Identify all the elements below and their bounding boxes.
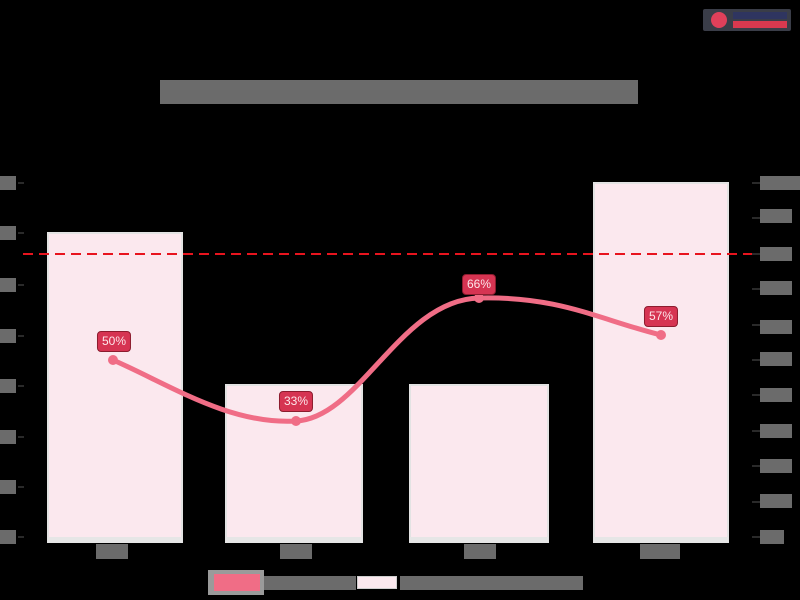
left-axis-label (0, 379, 16, 393)
right-axis-label (760, 320, 792, 334)
left-axis-label (0, 530, 16, 544)
legend-label-line (264, 576, 356, 590)
bar-1 (47, 232, 183, 543)
right-axis-label (760, 281, 792, 295)
right-axis-label (760, 424, 792, 438)
right-axis-label (760, 352, 792, 366)
left-axis-label (0, 329, 16, 343)
right-axis-label (760, 494, 792, 508)
right-axis-ticks (752, 182, 760, 538)
left-axis-label (0, 430, 16, 444)
line-point-4 (656, 330, 666, 340)
bar-4 (593, 182, 729, 543)
logo-text-bottom (733, 21, 787, 28)
bar-3 (409, 384, 549, 543)
legend-swatch-line (208, 570, 264, 595)
left-axis-label (0, 278, 16, 292)
x-axis-label (96, 544, 128, 559)
data-label-3: 66% (461, 274, 497, 295)
line-point-1 (108, 355, 118, 365)
brand-logo (703, 9, 791, 31)
x-axis-label (280, 544, 312, 559)
chart-title (160, 80, 638, 104)
line-point-2 (291, 416, 301, 426)
x-axis-label (640, 544, 680, 559)
data-label-4: 57% (643, 306, 679, 327)
right-axis-label (760, 530, 784, 544)
bar-series (47, 182, 729, 543)
left-axis-ticks (18, 182, 24, 538)
line-point-3 (474, 293, 484, 303)
line-series (110, 295, 664, 424)
right-axis-label (760, 459, 792, 473)
legend-label-bar (400, 576, 583, 590)
legend-swatch-bar (357, 576, 397, 589)
right-axis-label (760, 176, 800, 190)
left-axis-label (0, 176, 16, 190)
left-axis-label (0, 226, 16, 240)
logo-icon (711, 12, 727, 28)
x-axis-label (464, 544, 496, 559)
right-axis-label (760, 247, 792, 261)
logo-text-top (733, 12, 787, 19)
right-axis-label (760, 388, 792, 402)
right-axis-label (760, 209, 792, 223)
data-label-2: 33% (278, 391, 314, 412)
data-label-1: 50% (96, 331, 132, 352)
left-axis-label (0, 480, 16, 494)
